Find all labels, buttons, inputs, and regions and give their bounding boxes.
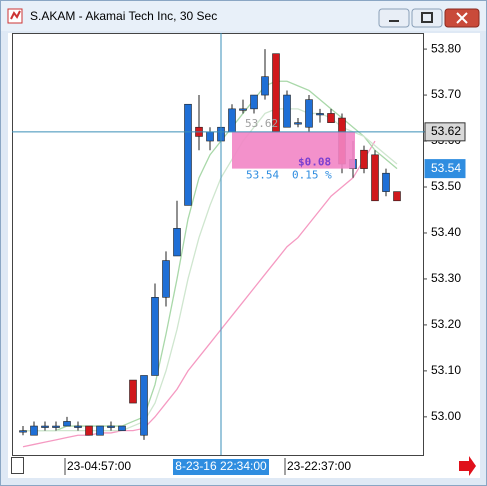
candle-body bbox=[96, 425, 104, 436]
candle-body bbox=[63, 421, 71, 427]
candle-body bbox=[19, 430, 27, 433]
candle-body bbox=[52, 425, 60, 428]
y-tick-label: 53.20 bbox=[431, 317, 461, 331]
scroll-arrow[interactable] bbox=[459, 456, 476, 476]
plot-area bbox=[12, 33, 424, 456]
candle-body bbox=[140, 375, 148, 436]
maximize-glyph bbox=[421, 12, 433, 23]
candle-body bbox=[283, 94, 291, 128]
y-tick-label: 53.80 bbox=[431, 41, 461, 55]
price-label-box bbox=[424, 159, 466, 179]
x-tick-label: 23-22:37:00 bbox=[287, 459, 351, 473]
candle-body bbox=[74, 425, 82, 428]
candle-body bbox=[118, 425, 126, 431]
maximize-button[interactable] bbox=[411, 8, 443, 28]
candle-body bbox=[371, 154, 379, 202]
measure-percent: 0.15 % bbox=[292, 169, 332, 182]
crosshair-time-box bbox=[173, 459, 269, 475]
candle-body bbox=[228, 108, 236, 133]
candle-body bbox=[41, 425, 49, 428]
candle-body bbox=[85, 425, 93, 436]
y-tick-label: 53.50 bbox=[431, 179, 461, 193]
candle-body bbox=[206, 131, 214, 142]
candle-body bbox=[327, 113, 335, 123]
candle-body bbox=[316, 113, 324, 116]
y-tick-label: 53.30 bbox=[431, 271, 461, 285]
candle-body bbox=[294, 122, 302, 125]
moving-average bbox=[22, 140, 376, 448]
candle-body bbox=[162, 260, 170, 298]
candle-body bbox=[30, 425, 38, 436]
candle-body bbox=[129, 379, 137, 404]
close-glyph bbox=[456, 12, 468, 24]
scroll-box[interactable] bbox=[11, 457, 24, 474]
candle-body bbox=[239, 108, 247, 111]
measure-start: 53.62 bbox=[245, 117, 278, 130]
app-icon-glyph bbox=[10, 10, 21, 20]
price-label: 53.62 bbox=[431, 124, 461, 138]
candle-body bbox=[261, 76, 269, 96]
x-tick-label: 23-04:57:00 bbox=[67, 459, 131, 473]
candle-body bbox=[151, 297, 159, 376]
measure-end: 53.54 bbox=[246, 169, 279, 182]
price-label: 53.54 bbox=[431, 161, 461, 175]
candle-body bbox=[173, 228, 181, 257]
measure-box bbox=[232, 131, 355, 169]
candle-body bbox=[107, 425, 115, 428]
y-tick-label: 53.00 bbox=[431, 409, 461, 423]
x-tick-label: 8-23-16 22:34:00 bbox=[175, 459, 267, 473]
measure-change: $0.08 bbox=[298, 156, 331, 169]
candle-body bbox=[360, 149, 368, 169]
y-tick-label: 53.70 bbox=[431, 87, 461, 101]
candle-body bbox=[305, 99, 313, 128]
candle-body bbox=[393, 191, 401, 202]
window-title: S.AKAM - Akamai Tech Inc, 30 Sec bbox=[30, 9, 217, 23]
price-label-box bbox=[424, 122, 466, 142]
candle-body bbox=[184, 103, 192, 206]
y-tick-label: 53.10 bbox=[431, 363, 461, 377]
candle-body bbox=[250, 94, 258, 110]
y-tick-label: 53.40 bbox=[431, 225, 461, 239]
minimize-button[interactable] bbox=[378, 8, 410, 28]
candle-body bbox=[382, 172, 390, 192]
